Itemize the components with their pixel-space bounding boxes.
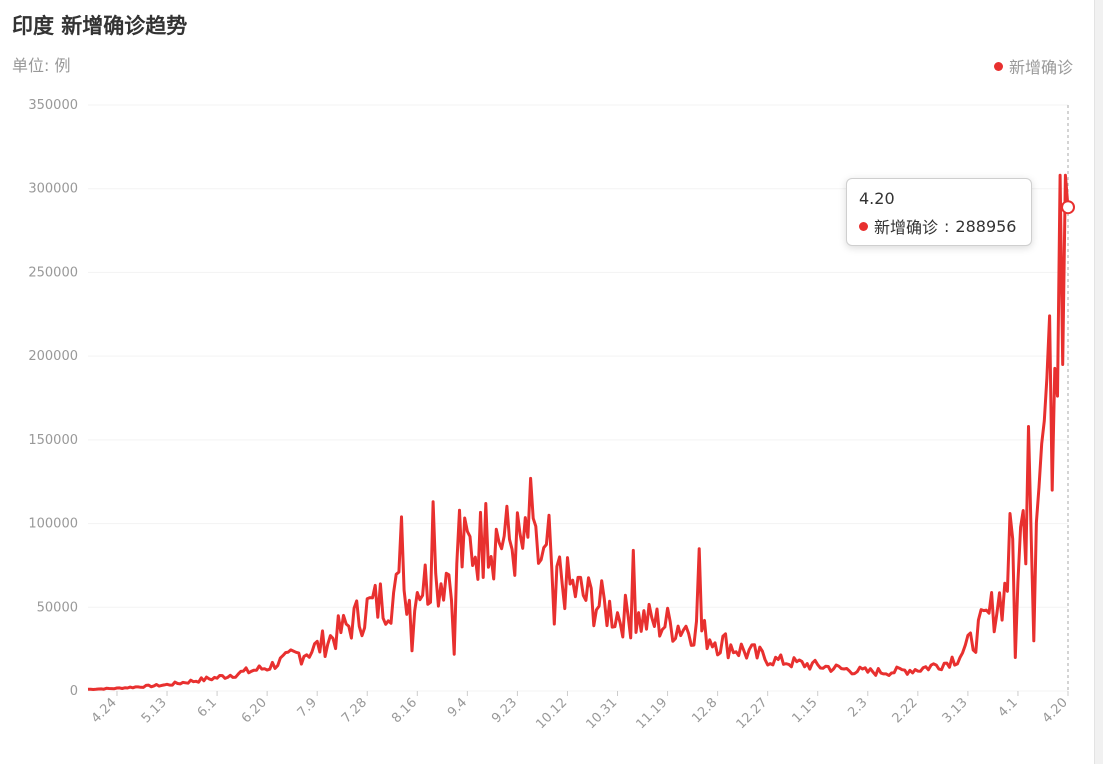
- x-tick-label: 6.20: [239, 695, 270, 726]
- x-tick-label: 7.28: [339, 695, 370, 726]
- x-tick-label: 9.4: [445, 695, 470, 720]
- tooltip-colon: :: [944, 216, 950, 236]
- x-tick-label: 4.1: [996, 695, 1021, 720]
- y-tick-label: 150000: [28, 433, 78, 448]
- series-line-new-confirmed[interactable]: [87, 173, 1070, 691]
- x-tick-label: 8.16: [389, 695, 420, 726]
- x-tick-label: 10.12: [533, 695, 570, 732]
- x-tick-label: 3.13: [940, 695, 971, 726]
- x-tick-label: 10.31: [583, 695, 620, 732]
- chart-title: 印度 新增确诊趋势: [12, 14, 188, 38]
- y-tick-label: 50000: [37, 600, 78, 615]
- x-tick-label: 2.3: [845, 695, 870, 720]
- x-axis: 4.24 5.13 6.1 6.20 7.9 7.28 8.16 9.4 9.23 10.12 10…: [89, 695, 1071, 732]
- legend[interactable]: 新增确诊: [993, 54, 1073, 78]
- tooltip: 4.20 新增确诊: 288956: [846, 178, 1032, 246]
- y-tick-label: 200000: [28, 349, 78, 364]
- y-tick-label: 100000: [28, 517, 78, 532]
- tooltip-date: 4.20: [859, 189, 895, 208]
- x-tick-label: 11.19: [633, 695, 670, 732]
- unit-label: 单位: 例: [12, 56, 71, 75]
- legend-label: 新增确诊: [1008, 58, 1073, 77]
- x-tick-label: 7.9: [295, 695, 320, 720]
- hover-point[interactable]: [1061, 200, 1075, 215]
- tooltip-row: 新增确诊: 288956: [859, 214, 1019, 238]
- tooltip-value: 288956: [955, 216, 1017, 236]
- tooltip-series-name: 新增确诊: [874, 218, 939, 237]
- x-axis-ticks: [116, 691, 1069, 696]
- x-tick-label: 6.1: [195, 695, 220, 720]
- x-tick-label: 2.22: [890, 695, 921, 726]
- legend-dot-icon: [993, 61, 1003, 71]
- x-tick-label: 12.27: [734, 695, 771, 732]
- scrollbar-track[interactable]: [1094, 0, 1103, 764]
- x-tick-label: 9.23: [489, 695, 520, 726]
- tooltip-dot-icon: [859, 221, 868, 231]
- y-tick-label: 250000: [28, 265, 78, 280]
- y-tick-label: 350000: [28, 98, 78, 113]
- x-tick-label: 5.13: [139, 695, 170, 726]
- y-tick-label: 0: [70, 684, 78, 699]
- x-tick-label: 12.8: [689, 695, 720, 726]
- x-tick-label: 4.24: [89, 695, 120, 726]
- y-axis: 0 50000 100000 150000 200000 250000 300000 3500…: [28, 98, 78, 699]
- y-tick-label: 300000: [28, 182, 78, 197]
- x-tick-label: 1.15: [789, 695, 820, 726]
- x-tick-label: 4.20: [1040, 695, 1071, 726]
